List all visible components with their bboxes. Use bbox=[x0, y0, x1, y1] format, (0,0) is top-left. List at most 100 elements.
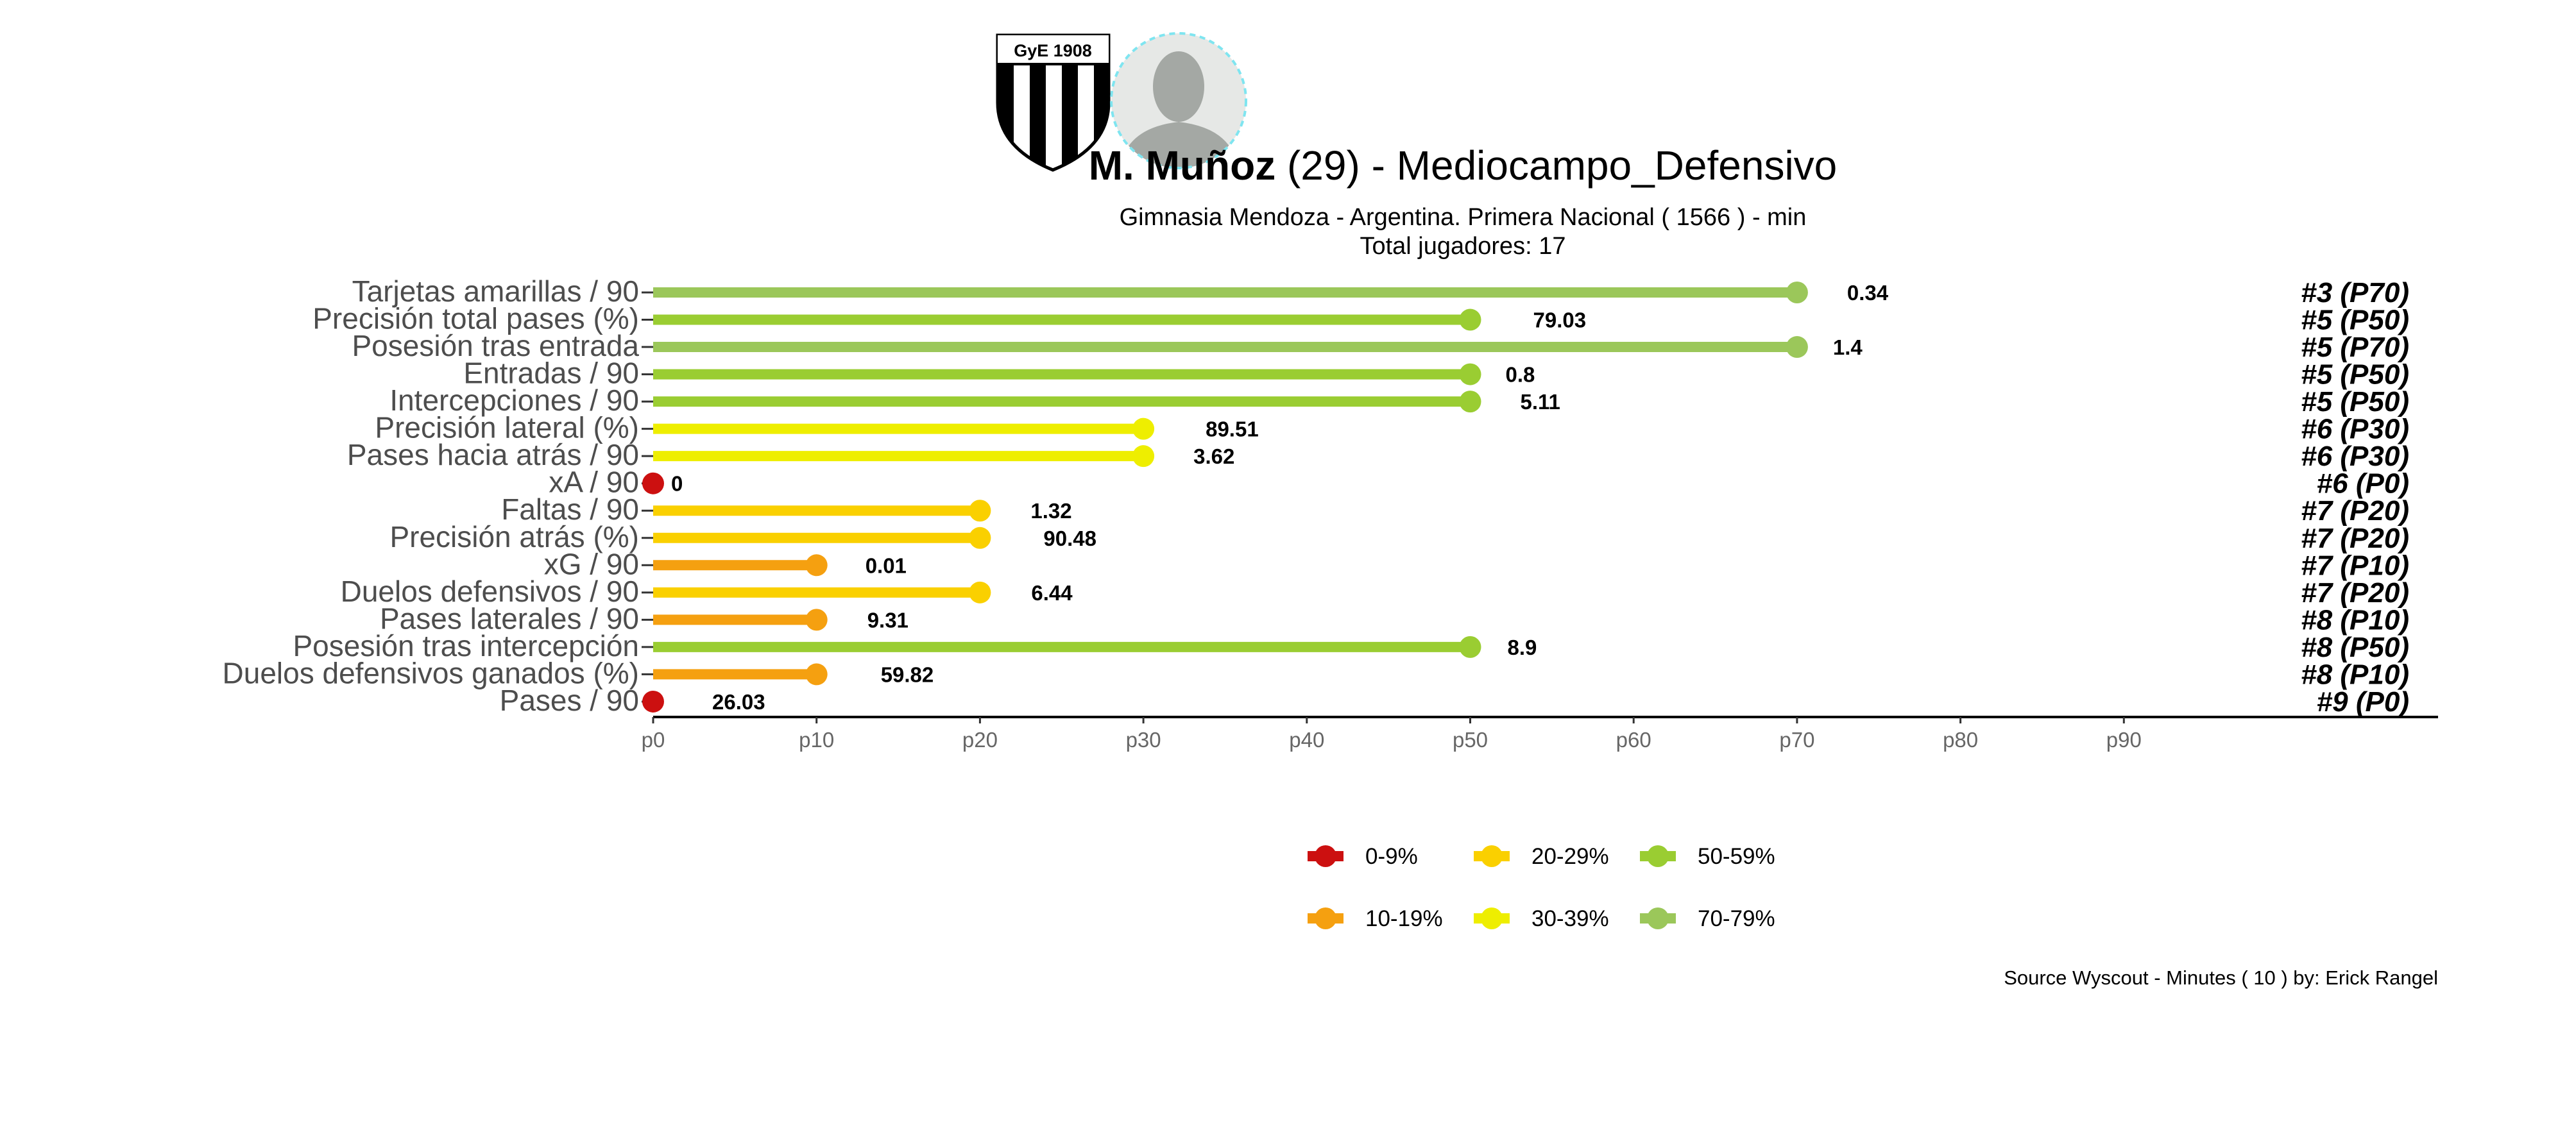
chart-subtitle: Gimnasia Mendoza - Argentina. Primera Na… bbox=[1120, 204, 1807, 231]
metric-row: Faltas / 90 1.32 #7 (P20) bbox=[501, 493, 2409, 527]
percentile-point bbox=[642, 690, 664, 713]
x-tick-label: p10 bbox=[799, 728, 834, 752]
metric-label: Duelos defensivos ganados (%) bbox=[223, 656, 639, 689]
rank-label: #3 (P70) bbox=[2301, 277, 2409, 308]
percentile-point bbox=[969, 581, 991, 603]
percentile-point bbox=[1459, 308, 1481, 331]
legend-label: 20-29% bbox=[1531, 844, 1609, 869]
value-label: 5.11 bbox=[1521, 390, 1560, 414]
legend: 0-9% 20-29% 50-59% 10-19% 30-39% 70-79% bbox=[1308, 844, 1775, 931]
percentile-point bbox=[969, 527, 991, 549]
metric-label: Precisión total pases (%) bbox=[312, 302, 639, 335]
metric-label: xA / 90 bbox=[549, 466, 639, 499]
rank-label: #9 (P0) bbox=[2317, 686, 2409, 718]
rank-label: #5 (P50) bbox=[2301, 359, 2409, 391]
legend-label: 70-79% bbox=[1698, 906, 1775, 931]
percentile-point bbox=[805, 554, 828, 577]
metric-row: Posesión tras entrada 1.4 #5 (P70) bbox=[352, 329, 2410, 363]
metric-label: Pases hacia atrás / 90 bbox=[347, 438, 639, 471]
x-tick-label: p80 bbox=[1943, 728, 1978, 752]
rank-label: #7 (P20) bbox=[2301, 577, 2409, 609]
total-players-label: Total jugadores: 17 bbox=[1360, 233, 1565, 260]
metric-label: Precisión lateral (%) bbox=[375, 411, 639, 444]
x-tick-label: p50 bbox=[1453, 728, 1488, 752]
metric-label: Intercepciones / 90 bbox=[389, 384, 639, 417]
legend-swatch-point bbox=[1481, 845, 1503, 867]
value-label: 79.03 bbox=[1533, 308, 1587, 332]
metric-label: Entradas / 90 bbox=[463, 357, 639, 390]
legend-item: 0-9% bbox=[1308, 844, 1418, 869]
metric-row: Pases hacia atrás / 90 3.62 #6 (P30) bbox=[347, 438, 2409, 472]
rank-label: #6 (P30) bbox=[2301, 414, 2409, 445]
legend-label: 50-59% bbox=[1698, 844, 1775, 869]
legend-swatch-point bbox=[1315, 845, 1336, 867]
club-crest-logo: GyE 1908 bbox=[996, 33, 1111, 172]
percentile-point bbox=[642, 472, 664, 494]
rank-label: #7 (P20) bbox=[2301, 523, 2409, 554]
metric-label: Pases / 90 bbox=[500, 684, 639, 717]
percentile-point bbox=[1132, 445, 1155, 468]
rank-label: #5 (P50) bbox=[2301, 305, 2409, 336]
chart-title: M. Muñoz (29) - Mediocampo_Defensivo bbox=[1089, 142, 1838, 189]
value-label: 1.4 bbox=[1833, 335, 1863, 359]
percentile-point bbox=[1786, 336, 1808, 359]
metric-row: Precisión atrás (%) 90.48 #7 (P20) bbox=[389, 520, 2409, 554]
value-label: 0 bbox=[671, 472, 683, 496]
value-label: 6.44 bbox=[1031, 581, 1073, 605]
legend-label: 0-9% bbox=[1365, 844, 1418, 869]
metric-row: Intercepciones / 90 5.11 #5 (P50) bbox=[389, 384, 2409, 418]
value-label: 89.51 bbox=[1206, 418, 1259, 441]
metric-row: Pases laterales / 90 9.31 #8 (P10) bbox=[380, 602, 2409, 636]
metric-row: xG / 90 0.01 #7 (P10) bbox=[544, 547, 2409, 581]
rank-label: #8 (P50) bbox=[2301, 632, 2409, 663]
metric-label: Tarjetas amarillas / 90 bbox=[352, 274, 639, 308]
player-avatar bbox=[1110, 32, 1247, 169]
percentile-point bbox=[1132, 418, 1155, 440]
rank-label: #6 (P0) bbox=[2317, 468, 2409, 500]
x-tick-label: p40 bbox=[1289, 728, 1324, 752]
legend-item: 70-79% bbox=[1640, 906, 1775, 931]
rank-label: #8 (P10) bbox=[2301, 659, 2409, 690]
metric-row: Pases / 90 26.03 #9 (P0) bbox=[500, 684, 2409, 718]
value-label: 59.82 bbox=[881, 662, 934, 686]
crest-text: GyE 1908 bbox=[1014, 41, 1092, 60]
rank-label: #6 (P30) bbox=[2301, 441, 2409, 472]
source-caption: Source Wyscout - Minutes ( 10 ) by: Eric… bbox=[2004, 966, 2438, 989]
percentile-point bbox=[805, 663, 828, 686]
metric-row: Precisión total pases (%) 79.03 #5 (P50) bbox=[312, 302, 2409, 336]
legend-item: 50-59% bbox=[1640, 844, 1775, 869]
metric-row: Precisión lateral (%) 89.51 #6 (P30) bbox=[375, 411, 2409, 445]
x-tick-label: p70 bbox=[1779, 728, 1814, 752]
x-tick-label: p30 bbox=[1126, 728, 1161, 752]
value-label: 0.01 bbox=[866, 553, 907, 577]
legend-swatch-point bbox=[1647, 845, 1669, 867]
percentile-point bbox=[1459, 363, 1481, 385]
metric-row: Posesión tras intercepción 8.9 #8 (P50) bbox=[293, 629, 2409, 663]
value-label: 90.48 bbox=[1043, 527, 1096, 550]
legend-item: 30-39% bbox=[1474, 906, 1609, 931]
metric-row: Duelos defensivos / 90 6.44 #7 (P20) bbox=[341, 575, 2409, 609]
legend-swatch-point bbox=[1647, 907, 1669, 929]
percentile-point bbox=[1786, 282, 1808, 303]
legend-swatch-point bbox=[1315, 907, 1336, 929]
rank-label: #5 (P70) bbox=[2301, 332, 2409, 363]
metric-row: xA / 90 0 #6 (P0) bbox=[549, 466, 2409, 500]
percentile-point bbox=[969, 500, 991, 522]
rank-label: #7 (P20) bbox=[2301, 495, 2409, 527]
legend-label: 30-39% bbox=[1531, 906, 1609, 931]
percentile-point bbox=[1459, 391, 1481, 413]
value-label: 8.9 bbox=[1508, 636, 1537, 659]
percentile-point bbox=[805, 609, 828, 631]
value-label: 1.32 bbox=[1030, 499, 1071, 523]
x-axis: p0 p10 p20 p30 p40 p50 p60 p70 p80 p90 bbox=[642, 716, 2438, 752]
x-tick-label: p60 bbox=[1616, 728, 1651, 752]
legend-item: 10-19% bbox=[1308, 906, 1443, 931]
metric-label: Posesión tras entrada bbox=[352, 329, 640, 362]
x-tick-label: p20 bbox=[962, 728, 998, 752]
metric-label: Faltas / 90 bbox=[501, 493, 639, 526]
player-position: (29) - Mediocampo_Defensivo bbox=[1275, 142, 1837, 189]
chart-rows: Tarjetas amarillas / 90 0.34 #3 (P70)Preci… bbox=[223, 274, 2409, 718]
x-tick-label: p0 bbox=[642, 728, 665, 752]
